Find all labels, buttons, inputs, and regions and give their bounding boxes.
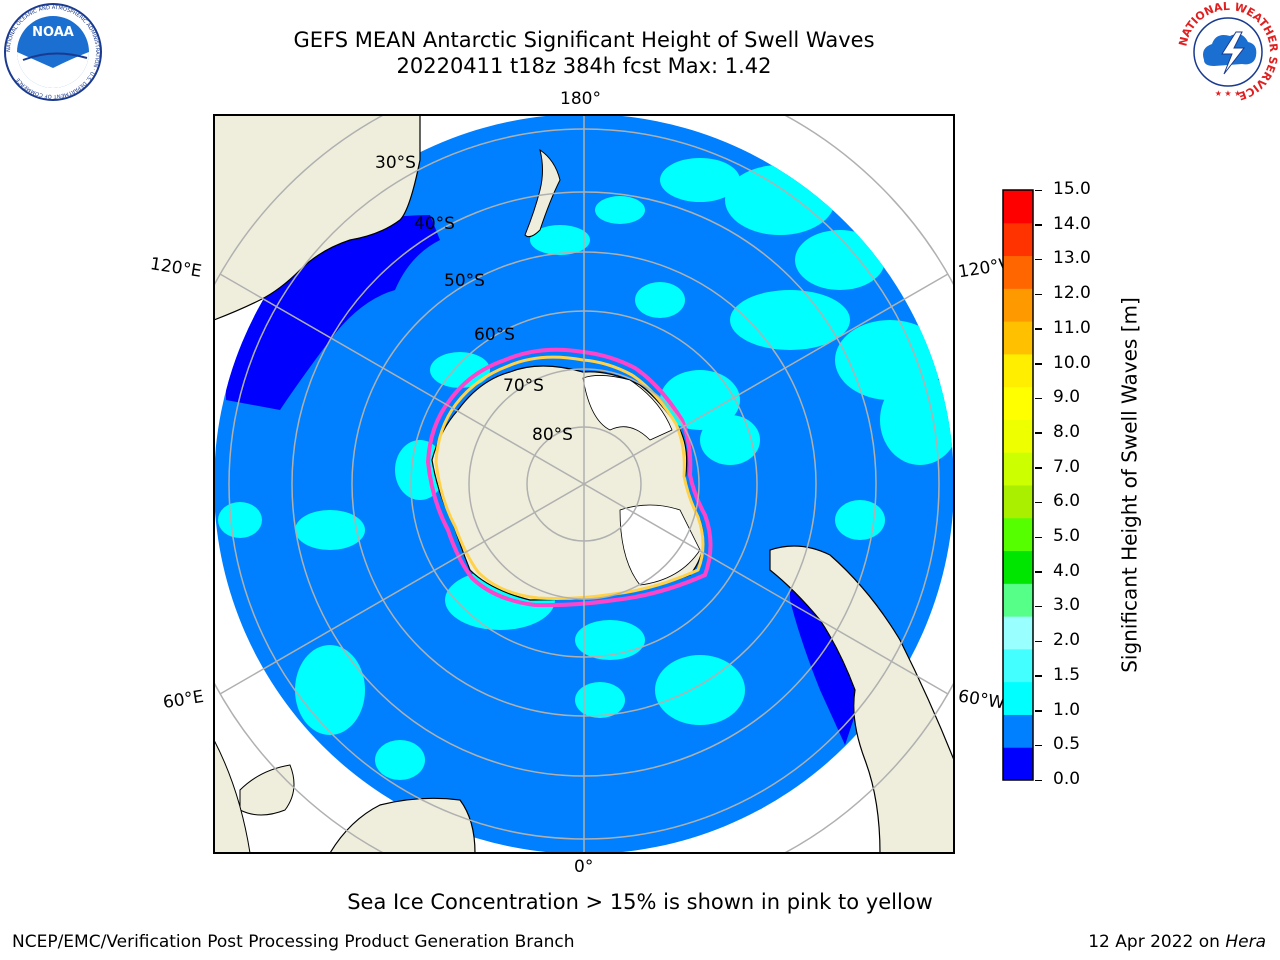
colorbar-tick-label: 7.0 <box>1053 456 1081 477</box>
australia-land <box>214 115 421 321</box>
colorbar-segment <box>1003 386 1033 420</box>
nws-logo: NATIONAL WEATHER SERVICE ★ ★ ★ <box>1178 2 1278 102</box>
colorbar-segment <box>1003 190 1033 224</box>
lat-label-40s: 40°S <box>414 214 455 234</box>
svg-text:★ ★ ★: ★ ★ ★ <box>1215 89 1242 98</box>
chart-subtitle: 20220411 t18z 384h fcst Max: 1.42 <box>396 54 772 78</box>
noaa-logo-text: NOAA <box>32 25 74 40</box>
colorbar-tick-mark <box>1035 432 1042 434</box>
colorbar-tick-label: 1.0 <box>1053 699 1081 720</box>
lon-label-0: 0° <box>574 857 594 877</box>
colorbar-tick-label: 14.0 <box>1053 213 1091 234</box>
chart-title: GEFS MEAN Antarctic Significant Height o… <box>293 28 875 52</box>
colorbar-segment <box>1003 714 1033 748</box>
colorbar-tick-label: 11.0 <box>1053 317 1091 338</box>
lat-label-50s: 50°S <box>444 271 485 291</box>
newzealand-land <box>524 148 561 238</box>
colorbar-tick-label: 2.0 <box>1053 630 1081 651</box>
colorbar-tick-mark <box>1035 779 1042 781</box>
footer-machine: Hera <box>1225 932 1266 952</box>
colorbar-tick-mark <box>1035 605 1042 608</box>
colorbar-tick-label: 4.0 <box>1053 560 1081 581</box>
colorbar-segment <box>1003 485 1033 519</box>
colorbar-tick-label: 12.0 <box>1053 283 1091 304</box>
colorbar-tick-label: 1.5 <box>1053 664 1081 685</box>
colorbar-segment <box>1003 517 1033 552</box>
colorbar <box>1002 189 1034 781</box>
ross-ice-shelf <box>582 375 673 441</box>
colorbar-segment <box>1003 255 1033 289</box>
southamerica-land <box>769 545 954 853</box>
colorbar-tick-mark <box>1035 571 1042 573</box>
map-frame <box>213 114 955 854</box>
colorbar-segment <box>1003 616 1033 650</box>
colorbar-segment <box>1003 222 1033 257</box>
graticule <box>214 115 954 853</box>
lat-label-70s: 70°S <box>503 376 544 396</box>
colorbar-tick-label: 0.5 <box>1053 734 1081 755</box>
footer-date-text: 12 Apr 2022 on <box>1088 932 1226 952</box>
colorbar-segment <box>1003 681 1033 715</box>
colorbar-tick-label: 3.0 <box>1053 595 1081 616</box>
lat-label-80s: 80°S <box>532 425 573 445</box>
colorbar-tick-mark <box>1035 744 1042 747</box>
colorbar-tick-mark <box>1035 397 1042 400</box>
colorbar-tick-mark <box>1035 536 1042 539</box>
weddell-ice <box>619 504 701 586</box>
footer-branch: NCEP/EMC/Verification Post Processing Pr… <box>12 932 575 952</box>
colorbar-tick-mark <box>1035 363 1042 365</box>
colorbar-tick-mark <box>1035 224 1042 226</box>
colorbar-segment <box>1003 747 1033 781</box>
colorbar-tick-mark <box>1035 189 1042 191</box>
lon-label-180: 180° <box>560 89 601 109</box>
footer-date: 12 Apr 2022 on Hera <box>1088 932 1266 952</box>
colorbar-tick-label: 10.0 <box>1053 352 1091 373</box>
colorbar-tick-label: 0.0 <box>1053 769 1081 789</box>
colorbar-segment <box>1003 353 1033 388</box>
colorbar-tick-label: 15.0 <box>1053 179 1091 199</box>
colorbar-tick-label: 13.0 <box>1053 248 1091 269</box>
lat-label-30s: 30°S <box>375 153 416 173</box>
colorbar-tick-mark <box>1035 640 1042 643</box>
colorbar-tick-mark <box>1035 675 1042 677</box>
colorbar-tick-mark <box>1035 467 1042 469</box>
sea-ice-note: Sea Ice Concentration > 15% is shown in … <box>347 890 933 914</box>
colorbar-segment <box>1003 288 1033 322</box>
lat-label-60s: 60°S <box>474 325 515 345</box>
colorbar-tick-mark <box>1035 710 1042 712</box>
colorbar-segment <box>1003 419 1033 453</box>
colorbar-segment <box>1003 550 1033 584</box>
colorbar-tick-mark <box>1035 328 1042 330</box>
colorbar-tick-label: 5.0 <box>1053 526 1081 547</box>
colorbar-tick-label: 6.0 <box>1053 491 1081 512</box>
madagascar-land <box>239 764 295 816</box>
noaa-logo: NOAA NATIONAL OCEANIC AND ATMOSPHERIC AD… <box>4 3 102 101</box>
colorbar-segment <box>1003 452 1033 486</box>
colorbar-tick-mark <box>1035 293 1042 296</box>
colorbar-tick-mark <box>1035 501 1042 504</box>
colorbar-tick-label: 9.0 <box>1053 387 1081 408</box>
colorbar-label: Significant Height of Swell Waves [m] <box>1117 297 1142 673</box>
swell-cyan-patches <box>218 158 954 780</box>
colorbar-segment <box>1003 583 1033 617</box>
colorbar-tick-mark <box>1035 258 1042 261</box>
colorbar-segment <box>1003 648 1033 683</box>
colorbar-segment <box>1003 321 1033 355</box>
colorbar-tick-label: 8.0 <box>1053 421 1081 442</box>
